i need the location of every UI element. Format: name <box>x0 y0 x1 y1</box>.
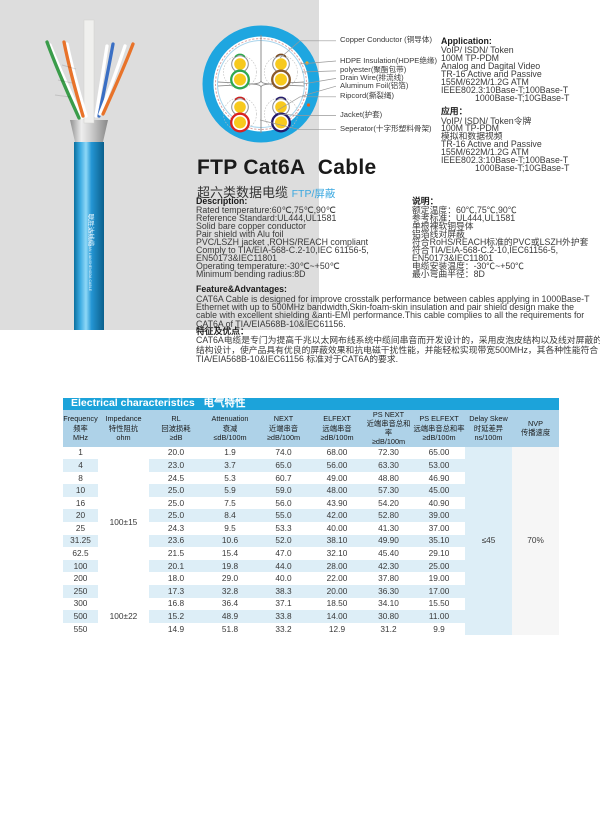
svg-text:ZHONGSHAN LIANSHENGDA CABLE: ZHONGSHAN LIANSHENGDA CABLE <box>88 229 92 292</box>
